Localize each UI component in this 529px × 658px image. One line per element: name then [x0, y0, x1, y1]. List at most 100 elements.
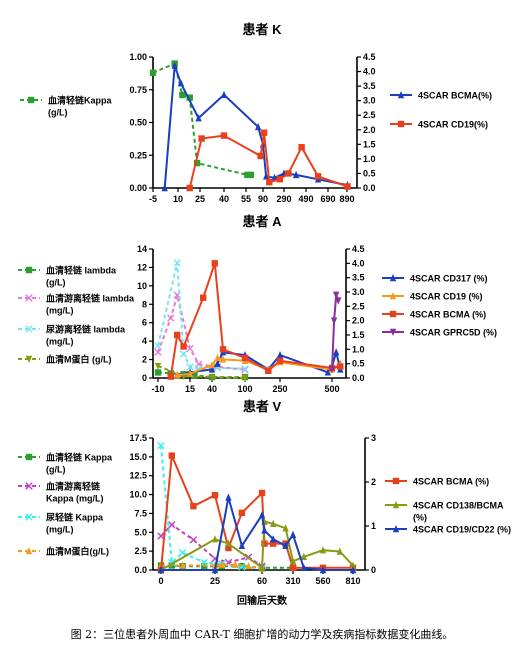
data-point — [269, 540, 277, 547]
data-point — [269, 535, 277, 543]
legend-swatch-marker — [27, 96, 35, 104]
data-point — [298, 144, 305, 151]
legend-swatch-marker — [392, 477, 400, 485]
right-y-tick-label: 3.5 — [363, 81, 376, 91]
left-y-tick-label: 7.5 — [134, 508, 147, 518]
data-point — [282, 541, 289, 549]
x-tick-label: 250 — [272, 384, 287, 394]
data-point — [330, 317, 338, 325]
data-point — [208, 373, 216, 382]
data-point — [168, 452, 175, 459]
panel-patient-k: 患者 K 0.00 0.25 0.50 0.75 1.00 0.0 0.5 1.0 1.5 2.0 2… — [20, 22, 492, 204]
data-point — [349, 566, 357, 574]
legend-item-lambda-g-l-0: 血清轻链 lambda (g/L) — [18, 265, 117, 288]
data-point — [225, 493, 232, 501]
legend-label: 4SCAR CD317 (%) — [410, 274, 488, 284]
data-point — [189, 536, 198, 544]
data-point — [186, 344, 194, 353]
legend-item-4scar-cd19-2: 4SCAR CD19(%) — [390, 120, 488, 130]
data-point — [174, 371, 181, 379]
data-point — [258, 489, 266, 497]
data-point — [167, 314, 175, 322]
series-4scar-cd19-2 — [186, 129, 351, 192]
left-y-tick-label: 12 — [137, 262, 147, 272]
data-point — [218, 560, 225, 568]
right-y-tick-label: 3.5 — [352, 273, 365, 283]
data-point — [261, 540, 268, 547]
right-y-tick-label: 3.0 — [363, 96, 376, 106]
legend-item-4scar-cd317-4: 4SCAR CD317 (%) — [382, 274, 488, 284]
legend-label: 4SCAR BCMA (%) — [410, 310, 486, 320]
data-point — [225, 539, 232, 547]
data-point — [186, 184, 193, 192]
legend-label: 血清M蛋白(g/L) — [46, 546, 109, 557]
right-y-tick-label: 0 — [371, 565, 376, 575]
legend-swatch-marker — [25, 453, 33, 461]
data-point — [337, 363, 344, 370]
data-point — [285, 170, 292, 177]
data-point — [241, 374, 249, 382]
data-point — [191, 372, 198, 379]
data-point — [344, 183, 351, 190]
legend-label: 4SCAR BCMA(%) — [418, 91, 492, 101]
figure-caption: 图 2：三位患者外周血中 CAR-T 细胞扩增的动力学及疾病指标数据变化曲线。 — [71, 627, 454, 641]
data-point — [174, 331, 181, 339]
legend-label: 血清轻链Kappa (g/L) — [48, 95, 113, 118]
legend-item-kappa-mg-l-2: 尿轻链 Kappa (mg/L) — [18, 512, 104, 535]
left-y-tick-label: 0.0 — [134, 565, 147, 575]
data-point — [244, 171, 251, 179]
left-y-tick-label: 10 — [137, 281, 147, 291]
data-point — [332, 348, 340, 356]
legend-item-kappa-g-l-0: 血清轻链Kappa (g/L) — [20, 95, 113, 118]
data-point — [214, 359, 221, 367]
x-tick-label: -10 — [151, 384, 164, 394]
data-point — [219, 346, 227, 353]
legend-swatch-marker — [392, 501, 400, 509]
data-point — [208, 361, 216, 369]
panel-title: 患者 K — [242, 22, 282, 37]
data-point — [238, 509, 246, 516]
data-point — [186, 369, 194, 377]
legend-swatch-marker — [392, 525, 400, 533]
data-point — [266, 178, 273, 186]
data-point — [289, 530, 297, 538]
data-point — [208, 365, 216, 373]
x-tick-label: 560 — [315, 576, 330, 586]
left-y-tick-label: 2.5 — [134, 546, 147, 556]
left-y-tick-label: 10.0 — [129, 490, 147, 500]
data-point — [265, 367, 272, 375]
data-point — [257, 152, 264, 160]
right-y-tick-label: 4.0 — [352, 258, 365, 268]
legend-item-lambda-mg-l-2: 尿游离轻链 lambda (mg/L) — [18, 324, 126, 347]
right-y-tick-label: 4.5 — [352, 244, 365, 254]
left-y-tick-label: 8 — [142, 299, 147, 309]
legend-swatch-marker — [25, 513, 33, 521]
legend-label: 血清轻链 lambda (g/L) — [46, 265, 117, 288]
data-point — [241, 354, 249, 362]
x-tick-label: 60 — [257, 576, 267, 586]
series-4scar-gprc5d-7 — [328, 291, 342, 374]
data-point — [241, 365, 249, 373]
panel-title: 患者 A — [242, 214, 282, 229]
data-point — [190, 503, 197, 510]
legend-label: 血清轻链 Kappa (g/L) — [46, 452, 113, 475]
series-4scar-cd138-bcma-5 — [157, 517, 357, 574]
legend-label: 4SCAR CD19/CD22 (%) — [413, 525, 511, 535]
left-y-tick-label: 0.00 — [129, 183, 147, 193]
data-point — [349, 561, 357, 569]
data-point — [154, 348, 162, 356]
data-point — [193, 159, 201, 167]
data-point — [261, 526, 268, 534]
right-y-tick-label: 2.0 — [352, 316, 365, 326]
data-point — [332, 291, 340, 299]
x-tick-label: 90 — [258, 194, 268, 204]
right-y-tick-label: 2.5 — [363, 110, 376, 120]
left-y-tick-label: 15.0 — [129, 452, 147, 462]
series-line — [160, 520, 354, 571]
legend-item-4scar-bcma-6: 4SCAR BCMA (%) — [382, 310, 486, 320]
left-y-tick-label: 5.0 — [134, 527, 147, 537]
data-point — [219, 355, 227, 363]
data-point — [220, 132, 228, 139]
legend-item-m-g-l-3: 血清M蛋白(g/L) — [18, 546, 109, 557]
